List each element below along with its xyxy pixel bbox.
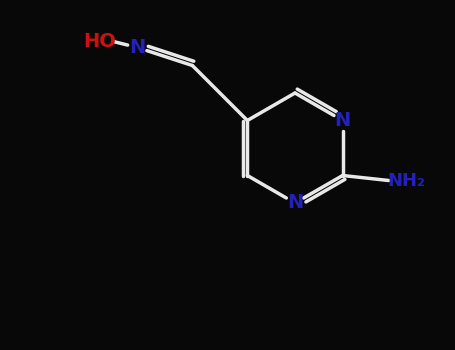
Text: N: N bbox=[334, 111, 351, 130]
Text: HO: HO bbox=[83, 32, 116, 51]
Text: NH₂: NH₂ bbox=[388, 172, 425, 189]
Text: N: N bbox=[129, 38, 146, 57]
Text: N: N bbox=[287, 194, 303, 212]
